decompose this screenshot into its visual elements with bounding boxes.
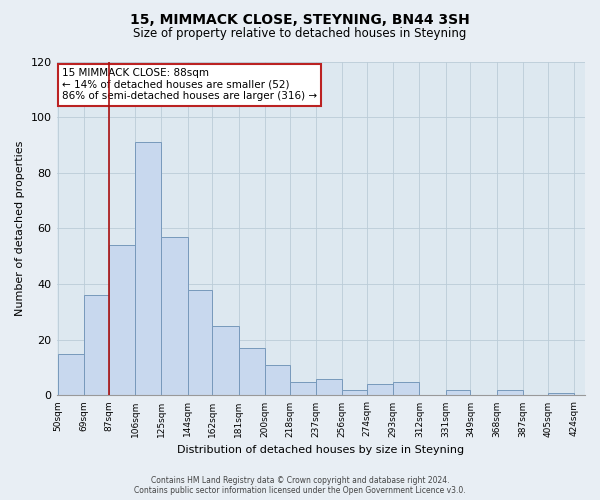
Bar (84, 296, 109, 396)
Bar (212, 326, 239, 396)
Bar (497, 390, 523, 396)
Bar (109, 245, 135, 396)
X-axis label: Distribution of detached houses by size in Steyning: Distribution of detached houses by size … (177, 445, 464, 455)
Bar (290, 382, 316, 396)
Bar (135, 142, 161, 396)
Bar (265, 365, 290, 396)
Bar (239, 348, 265, 396)
Bar (161, 237, 188, 396)
Text: 15, MIMMACK CLOSE, STEYNING, BN44 3SH: 15, MIMMACK CLOSE, STEYNING, BN44 3SH (130, 12, 470, 26)
Text: Size of property relative to detached houses in Steyning: Size of property relative to detached ho… (133, 28, 467, 40)
Bar (188, 290, 212, 396)
Bar (316, 378, 342, 396)
Bar (548, 392, 574, 396)
Bar (342, 390, 367, 396)
Bar (446, 390, 470, 396)
Text: 15 MIMMACK CLOSE: 88sqm
← 14% of detached houses are smaller (52)
86% of semi-de: 15 MIMMACK CLOSE: 88sqm ← 14% of detache… (62, 68, 317, 102)
Text: Contains HM Land Registry data © Crown copyright and database right 2024.
Contai: Contains HM Land Registry data © Crown c… (134, 476, 466, 495)
Bar (58, 354, 84, 396)
Bar (393, 382, 419, 396)
Y-axis label: Number of detached properties: Number of detached properties (15, 141, 25, 316)
Bar (367, 384, 393, 396)
